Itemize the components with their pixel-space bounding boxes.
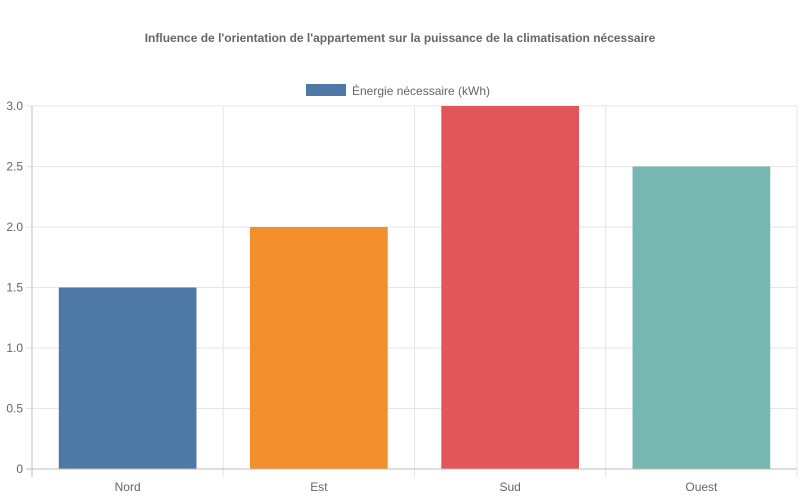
legend[interactable]: Énergie nécessaire (kWh) [306,83,490,98]
y-tick-label: 0.5 [6,402,23,416]
x-tick-label: Ouest [685,480,718,494]
bar-sud [441,106,579,469]
bar-nord [58,287,197,469]
bar-est [250,227,388,469]
x-tick-label: Est [310,480,328,494]
legend-label: Énergie nécessaire (kWh) [352,83,490,98]
x-axis-ticks: Nord Est Sud Ouest [115,480,718,494]
y-tick-label: 2.0 [6,220,23,234]
y-axis-ticks: 0 0.5 1.0 1.5 2.0 2.5 3.0 [6,99,23,476]
x-tick-label: Nord [115,480,141,494]
bar-ouest [632,166,771,469]
y-tick-label: 3.0 [6,99,23,113]
y-tick-label: 2.5 [6,160,23,174]
y-tick-label: 1.0 [6,341,23,355]
axes [26,106,797,477]
legend-swatch [306,84,346,96]
y-tick-label: 0 [16,462,23,476]
bars [58,106,771,469]
y-tick-label: 1.5 [6,281,23,295]
chart-title: Influence de l'orientation de l'appartem… [145,31,656,45]
x-tick-label: Sud [499,480,520,494]
